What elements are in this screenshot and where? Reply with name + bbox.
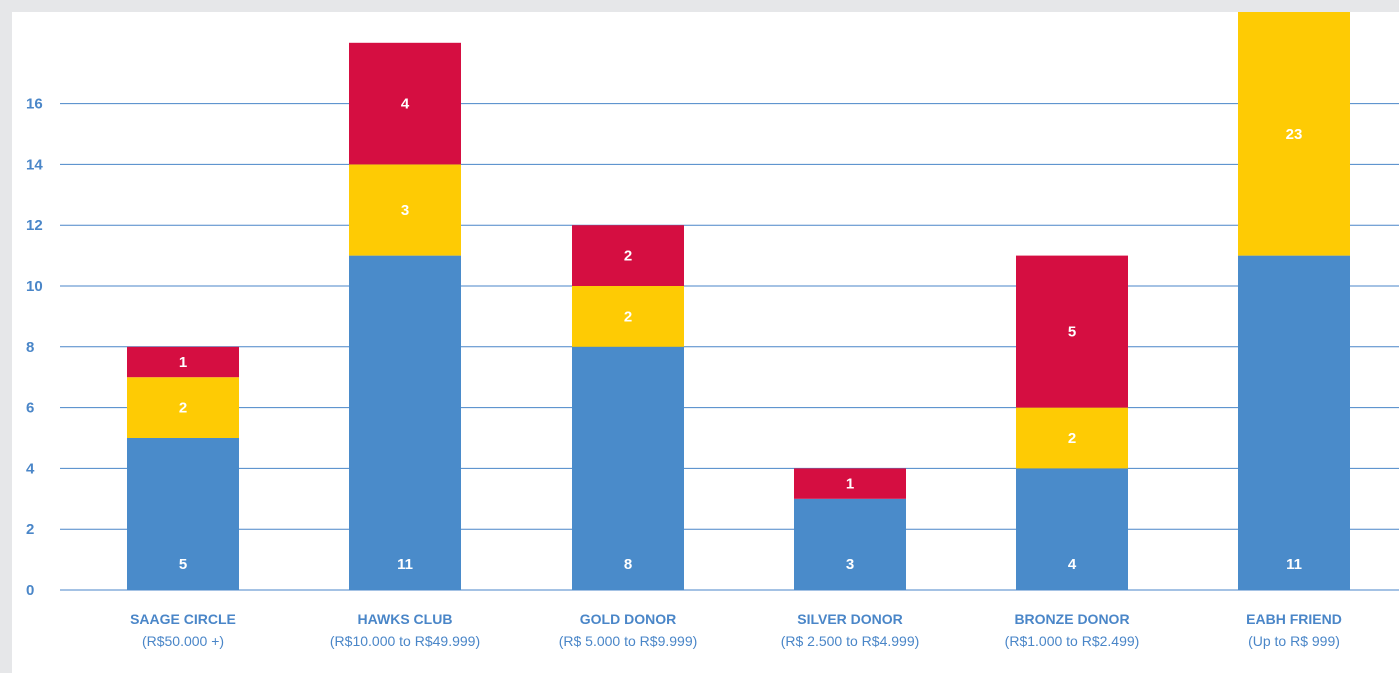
y-tick-label: 0 [26,582,34,599]
x-category-label: HAWKS CLUB [358,611,453,627]
data-label: 4 [401,96,410,113]
x-category-sublabel: (R$10.000 to R$49.999) [330,633,480,649]
bar-segment [1238,12,1350,256]
x-category-label: EABH FRIEND [1246,611,1342,627]
x-category-sublabel: (R$ 2.500 to R$4.999) [781,633,920,649]
bar-segment [1238,255,1350,590]
bar-segment [127,346,239,378]
data-label: 2 [1068,430,1076,447]
x-category-sublabel: (Up to R$ 999) [1248,633,1340,649]
data-label: 2 [624,248,632,265]
bar-segment [349,164,461,256]
bar-stack: 11 23 [1238,12,1350,590]
chart-frame: 5 2 1 11 3 4 8 2 2 3 1 4 2 5 11 23 0 2 4 6 8 10 12 14 16 SAAGE CI… [12,12,1399,673]
data-label: 1 [179,354,187,371]
bar-segment [572,346,684,590]
bar-stack: 31 [794,468,906,590]
y-tick-label: 12 [26,217,43,234]
x-category-label: SILVER DONOR [797,611,903,627]
x-category-sublabel: (R$1.000 to R$2.499) [1005,633,1140,649]
bar-segment [127,377,239,438]
data-label: 1 [846,476,854,493]
data-label: 5 [1068,324,1076,341]
y-tick-label: 10 [26,278,43,295]
x-category-sublabel: (R$ 5.000 to R$9.999) [559,633,698,649]
bar-segment [794,468,906,499]
x-category-label: GOLD DONOR [580,611,676,627]
y-tick-label: 14 [26,156,43,173]
y-tick-label: 6 [26,400,34,417]
gridlines [60,103,1399,591]
data-label: 8 [624,556,632,573]
bar-stack: 11 3 4 [349,42,461,590]
bar-segment [1016,468,1128,590]
bar-segment [349,255,461,590]
x-category-sublabel: (R$50.000 +) [142,633,224,649]
data-label: 3 [846,556,854,573]
data-label: 11 [1286,556,1302,573]
y-axis-ticks: 0 2 4 6 8 10 12 14 16 [26,96,43,599]
bar-segment [1016,407,1128,469]
bar-stack: 4 2 5 [1016,255,1128,590]
data-label: 4 [1068,556,1077,573]
data-label: 2 [179,400,187,417]
bar-segment [572,286,684,347]
bar-segment [794,498,906,590]
y-tick-label: 4 [26,460,35,477]
data-label: 11 [397,556,413,573]
data-label: 5 [179,556,187,573]
bar-segment [572,225,684,286]
bar-segment [349,42,461,165]
y-tick-label: 2 [26,521,34,538]
bar-segment [127,438,239,590]
bar-segment [1016,255,1128,408]
y-tick-label: 8 [26,339,34,356]
x-category-label: BRONZE DONOR [1014,611,1129,627]
bar-stack: 8 2 2 [572,225,684,590]
y-tick-label: 16 [26,96,43,113]
data-label: 2 [624,308,632,325]
x-category-label: SAAGE CIRCLE [130,611,236,627]
data-label: 3 [401,202,409,219]
data-label: 23 [1286,126,1303,143]
bar-stack: 5 2 1 [127,346,239,590]
